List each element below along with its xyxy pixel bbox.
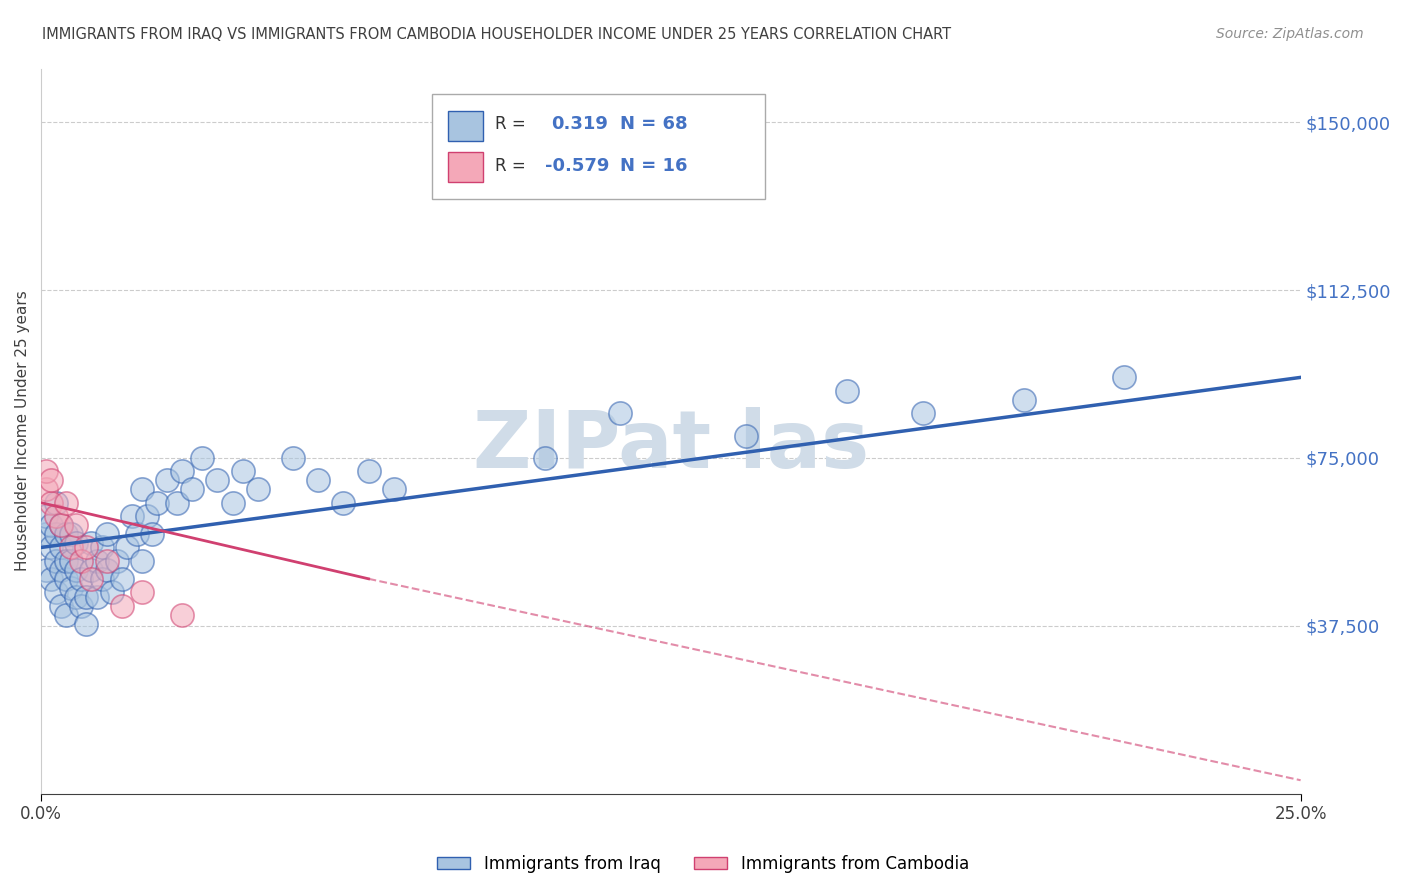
Text: -0.579: -0.579	[546, 157, 609, 176]
Point	[141, 527, 163, 541]
Point	[70, 599, 93, 613]
Point	[232, 464, 254, 478]
Point	[191, 450, 214, 465]
Point	[35, 563, 58, 577]
Point	[51, 599, 73, 613]
Text: R =: R =	[495, 157, 526, 176]
Point	[111, 599, 134, 613]
Point	[96, 563, 118, 577]
Point	[1114, 370, 1136, 384]
Point	[146, 496, 169, 510]
FancyBboxPatch shape	[432, 94, 765, 199]
Point	[35, 527, 58, 541]
Point	[382, 483, 405, 497]
Point	[65, 563, 87, 577]
Point	[55, 496, 77, 510]
Point	[86, 590, 108, 604]
Point	[60, 541, 83, 555]
Point	[90, 572, 112, 586]
Point	[131, 554, 153, 568]
Point	[39, 496, 62, 510]
Point	[39, 518, 62, 533]
Y-axis label: Householder Income Under 25 years: Householder Income Under 25 years	[15, 291, 30, 572]
Point	[181, 483, 204, 497]
Point	[45, 496, 67, 510]
Point	[837, 384, 859, 398]
Point	[131, 483, 153, 497]
Point	[135, 509, 157, 524]
Point	[70, 554, 93, 568]
Point	[131, 585, 153, 599]
Point	[80, 536, 103, 550]
Point	[60, 581, 83, 595]
Point	[45, 527, 67, 541]
Point	[45, 509, 67, 524]
Point	[45, 585, 67, 599]
Point	[51, 541, 73, 555]
Point	[96, 527, 118, 541]
Point	[60, 527, 83, 541]
Point	[65, 590, 87, 604]
Point	[221, 496, 243, 510]
Text: N = 68: N = 68	[620, 115, 688, 134]
Point	[207, 473, 229, 487]
Point	[75, 590, 97, 604]
Point	[156, 473, 179, 487]
Text: IMMIGRANTS FROM IRAQ VS IMMIGRANTS FROM CAMBODIA HOUSEHOLDER INCOME UNDER 25 YEA: IMMIGRANTS FROM IRAQ VS IMMIGRANTS FROM …	[42, 27, 952, 42]
Point	[35, 483, 58, 497]
Text: N = 16: N = 16	[620, 157, 688, 176]
Point	[39, 473, 62, 487]
Point	[80, 563, 103, 577]
Point	[75, 616, 97, 631]
Point	[51, 563, 73, 577]
Point	[534, 450, 557, 465]
Point	[75, 541, 97, 555]
Point	[172, 464, 194, 478]
Point	[307, 473, 329, 487]
Point	[332, 496, 354, 510]
Legend: Immigrants from Iraq, Immigrants from Cambodia: Immigrants from Iraq, Immigrants from Ca…	[430, 848, 976, 880]
Point	[111, 572, 134, 586]
Point	[115, 541, 138, 555]
Point	[86, 554, 108, 568]
Point	[246, 483, 269, 497]
Point	[35, 509, 58, 524]
Point	[1012, 392, 1035, 407]
Point	[65, 536, 87, 550]
Point	[60, 554, 83, 568]
Point	[39, 572, 62, 586]
FancyBboxPatch shape	[449, 152, 484, 182]
Point	[735, 428, 758, 442]
Point	[911, 406, 934, 420]
Point	[51, 518, 73, 533]
Point	[55, 527, 77, 541]
Point	[55, 554, 77, 568]
Point	[357, 464, 380, 478]
Point	[281, 450, 304, 465]
Point	[70, 572, 93, 586]
Point	[90, 541, 112, 555]
Point	[100, 585, 122, 599]
Point	[166, 496, 188, 510]
Point	[80, 572, 103, 586]
Point	[105, 554, 128, 568]
Point	[55, 607, 77, 622]
Text: 0.319: 0.319	[551, 115, 607, 134]
Point	[51, 518, 73, 533]
Point	[65, 518, 87, 533]
Point	[172, 607, 194, 622]
Point	[39, 541, 62, 555]
Text: R =: R =	[495, 115, 526, 134]
FancyBboxPatch shape	[449, 111, 484, 141]
Point	[125, 527, 148, 541]
Point	[96, 554, 118, 568]
Point	[45, 554, 67, 568]
Text: Source: ZipAtlas.com: Source: ZipAtlas.com	[1216, 27, 1364, 41]
Point	[609, 406, 631, 420]
Text: ZIPat las: ZIPat las	[472, 407, 869, 484]
Point	[121, 509, 143, 524]
Point	[55, 572, 77, 586]
Point	[35, 464, 58, 478]
